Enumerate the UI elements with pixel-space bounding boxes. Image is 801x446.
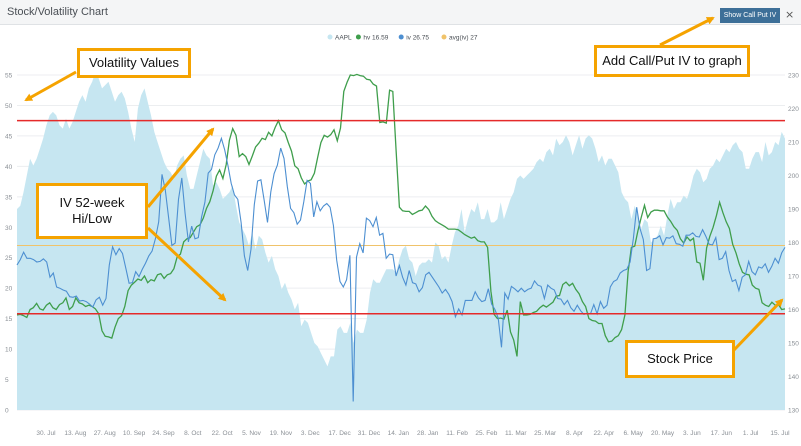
callout-add-iv-text: Add Call/Put IV to graph xyxy=(602,53,742,69)
callout-volatility-values-text: Volatility Values xyxy=(88,55,180,71)
right-axis-tick: 210 xyxy=(788,140,799,147)
right-axis-tick: 230 xyxy=(788,73,799,80)
left-axis-tick: 20 xyxy=(5,286,13,293)
right-axis-tick: 180 xyxy=(788,240,799,247)
right-axis-tick: 220 xyxy=(788,106,799,113)
left-axis-tick: 5 xyxy=(5,377,9,384)
x-axis-tick: 10. Sep xyxy=(123,430,146,437)
x-axis-tick: 28. Jan xyxy=(417,430,439,437)
x-axis-tick: 13. Aug xyxy=(64,430,86,437)
legend-swatch xyxy=(441,34,447,40)
callout-stock-price-text: Stock Price xyxy=(647,351,713,367)
left-axis-tick: 55 xyxy=(5,73,13,80)
x-axis-tick: 15. Jul xyxy=(770,430,790,437)
left-axis-tick: 25 xyxy=(5,255,13,262)
left-axis-tick: 45 xyxy=(5,133,13,140)
callout-iv-hilo-line1: IV 52-week xyxy=(59,195,125,211)
callout-iv-hilo: IV 52-week Hi/Low xyxy=(36,183,148,239)
right-axis-tick: 150 xyxy=(788,341,799,348)
x-axis-tick: 17. Jun xyxy=(711,430,733,437)
series-price-area xyxy=(17,71,785,410)
x-axis-tick: 14. Jan xyxy=(388,430,410,437)
legend-item: hv 16.59 xyxy=(363,35,388,42)
legend-swatch xyxy=(327,34,333,40)
x-axis-tick: 1. Jul xyxy=(743,430,759,437)
window-titlebar: Stock/Volatility Chart Show Call Put IV … xyxy=(0,0,801,25)
x-axis-tick: 3. Dec xyxy=(301,430,321,437)
show-call-put-iv-button[interactable]: Show Call Put IV xyxy=(720,8,780,23)
x-axis-tick: 19. Nov xyxy=(270,430,293,437)
callout-volatility-values: Volatility Values xyxy=(77,48,191,78)
right-axis: 130 140 150 160 170 180 190 200 210 220 230 xyxy=(788,73,799,415)
left-axis-tick: 15 xyxy=(5,316,13,323)
right-axis-tick: 190 xyxy=(788,207,799,214)
x-axis-tick: 22. Apr xyxy=(594,430,615,437)
series-hv-line xyxy=(16,73,786,357)
x-axis-tick: 3. Jun xyxy=(683,430,701,437)
x-axis-tick: 25. Mar xyxy=(534,430,557,437)
x-axis-tick: 30. Jul xyxy=(36,430,56,437)
left-axis-tick: 40 xyxy=(5,164,13,171)
x-axis-tick: 5. Nov xyxy=(242,430,262,437)
left-axis-tick: 10 xyxy=(5,347,13,354)
x-axis-tick: 6. May xyxy=(623,430,643,437)
left-axis: 0 5 10 15 20 25 30 35 40 45 50 55 xyxy=(5,73,13,415)
x-axis-tick: 8. Oct xyxy=(184,430,202,437)
x-axis-tick: 11. Mar xyxy=(505,430,527,437)
x-axis-tick: 20. May xyxy=(651,430,675,437)
x-axis: 30. Jul 13. Aug 27. Aug 10. Sep 24. Sep 8. Oc… xyxy=(36,430,790,437)
right-axis-tick: 160 xyxy=(788,307,799,314)
x-axis-tick: 17. Dec xyxy=(328,430,351,437)
x-axis-tick: 8. Apr xyxy=(566,430,584,437)
legend-swatch xyxy=(398,34,404,40)
left-axis-tick: 0 xyxy=(5,408,9,415)
callout-iv-hilo-line2: Hi/Low xyxy=(72,211,112,226)
right-axis-tick: 130 xyxy=(788,408,799,415)
left-axis-tick: 50 xyxy=(5,103,13,110)
legend-swatch xyxy=(355,34,361,40)
x-axis-tick: 27. Aug xyxy=(94,430,116,437)
right-axis-tick: 170 xyxy=(788,274,799,281)
x-axis-tick: 11. Feb xyxy=(446,430,468,437)
callout-stock-price: Stock Price xyxy=(625,340,735,378)
callout-add-iv: Add Call/Put IV to graph xyxy=(594,45,750,77)
right-axis-tick: 140 xyxy=(788,374,799,381)
close-icon[interactable]: × xyxy=(785,8,795,21)
x-axis-tick: 22. Oct xyxy=(212,430,233,437)
window-title: Stock/Volatility Chart xyxy=(7,6,108,18)
x-axis-tick: 25. Feb xyxy=(475,430,497,437)
x-axis-tick: 24. Sep xyxy=(152,430,175,437)
series-iv-line xyxy=(16,136,786,402)
legend-item: iv 26.75 xyxy=(406,35,429,42)
x-axis-tick: 31. Dec xyxy=(358,430,381,437)
legend-item: avg(iv) 27 xyxy=(449,35,478,42)
right-axis-tick: 200 xyxy=(788,173,799,180)
left-axis-tick: 35 xyxy=(5,194,13,201)
legend-item: AAPL xyxy=(335,35,352,42)
left-axis-tick: 30 xyxy=(5,225,13,232)
chart-legend: AAPL hv 16.59 iv 26.75 avg(iv) 27 xyxy=(327,34,478,42)
